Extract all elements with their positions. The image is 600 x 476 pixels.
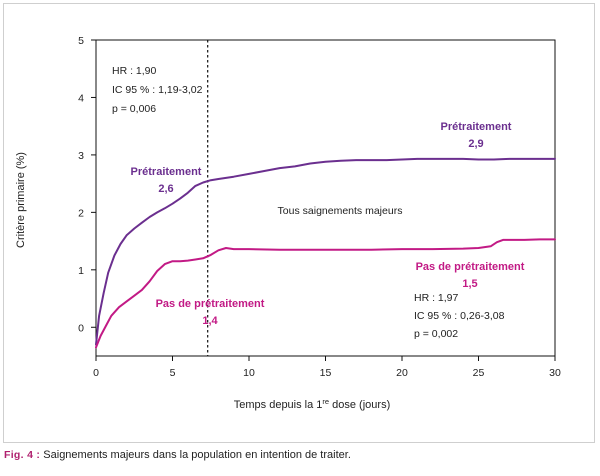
x-axis-label: Temps depuis la 1re dose (jours) <box>234 397 390 412</box>
pretraitement-right-value: 2,9 <box>468 138 483 150</box>
figure-caption-label: Fig. 4 : <box>4 449 41 461</box>
y-axis-label: Critère primaire (%) <box>15 152 27 248</box>
top-stats-p: p = 0,006 <box>112 103 156 115</box>
x-tick-label: 30 <box>549 367 561 379</box>
x-tick-label: 5 <box>170 367 176 379</box>
figure-frame <box>4 4 594 442</box>
y-tick-label: 0 <box>78 322 84 334</box>
series-line-pretraitement <box>95 157 556 346</box>
pretraitement-left-value: 2,6 <box>158 183 173 195</box>
bottom-stats-ci: IC 95 % : 0,26-3,08 <box>414 310 505 322</box>
y-tick-label: 1 <box>78 265 84 277</box>
figure-caption: Fig. 4 : Saignements majeurs dans la pop… <box>4 449 351 461</box>
x-tick-label: 25 <box>473 367 485 379</box>
x-tick-label: 0 <box>93 367 99 379</box>
pas-pretraitement-right-value: 1,5 <box>462 278 477 290</box>
pas-pretraitement-left-label: Pas de prétraitement <box>156 298 265 310</box>
top-stats-hr: HR : 1,90 <box>112 65 157 77</box>
plot-area: 0 5 10 15 20 25 30 0 1 2 3 4 5 <box>78 35 561 379</box>
figure-caption-text: Saignements majeurs dans la population e… <box>40 449 351 461</box>
bottom-stats-p: p = 0,002 <box>414 328 458 340</box>
line-chart: 0 5 10 15 20 25 30 0 1 2 3 4 5 Temps depuis la 1re d… <box>15 35 561 412</box>
center-annotation: Tous saignements majeurs <box>278 205 403 217</box>
y-tick-label: 3 <box>78 150 84 162</box>
pretraitement-right-label: Prétraitement <box>441 121 512 133</box>
x-tick-label: 15 <box>320 367 332 379</box>
bottom-stats-hr: HR : 1,97 <box>414 292 459 304</box>
series-line-pas-de-pretraitement <box>95 238 556 349</box>
y-tick-label: 2 <box>78 207 84 219</box>
pretraitement-left-label: Prétraitement <box>131 166 202 178</box>
y-tick-label: 4 <box>78 92 84 104</box>
pas-pretraitement-right-label: Pas de prétraitement <box>416 261 525 273</box>
y-tick-label: 5 <box>78 35 84 47</box>
x-tick-label: 10 <box>243 367 255 379</box>
pas-pretraitement-left-value: 1,4 <box>202 315 218 327</box>
x-tick-label: 20 <box>396 367 408 379</box>
top-stats-ci: IC 95 % : 1,19-3,02 <box>112 84 203 96</box>
